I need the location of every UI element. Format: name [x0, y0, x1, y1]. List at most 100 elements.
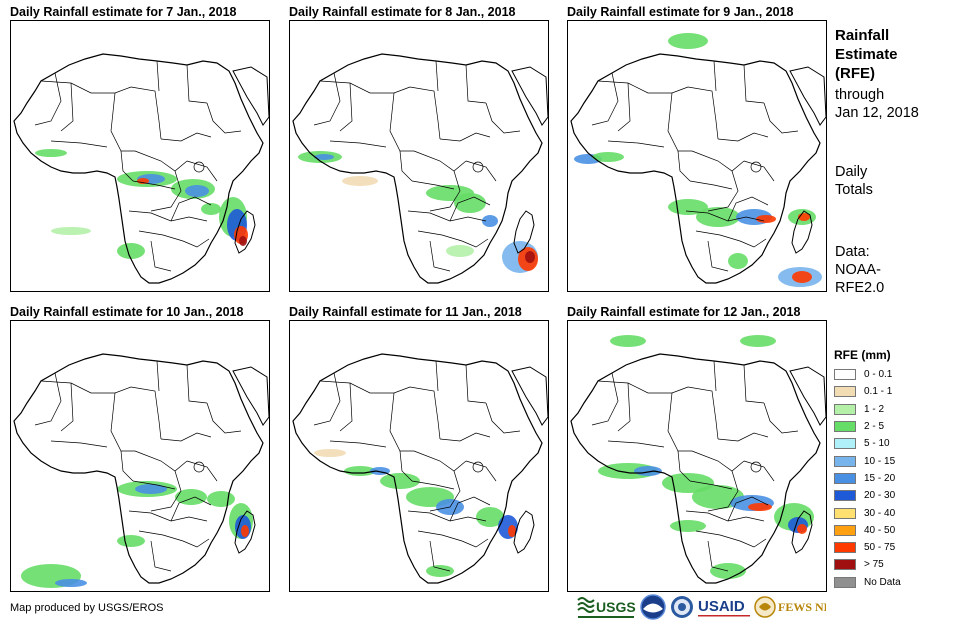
legend-item: 10 - 15	[834, 452, 901, 469]
country-border	[743, 64, 765, 104]
country-border	[138, 230, 184, 242]
panel-title: Daily Rainfall estimate for 10 Jan., 201…	[10, 305, 244, 319]
legend-swatch	[834, 524, 856, 536]
legend-label: 0 - 0.1	[864, 369, 893, 381]
africa-map-svg	[570, 335, 826, 584]
country-border	[150, 240, 172, 272]
rainfall-area	[748, 503, 772, 511]
country-border	[743, 460, 775, 482]
rainfall-area	[380, 473, 420, 489]
country-border	[465, 364, 487, 404]
legend-swatch	[834, 559, 856, 571]
country-border	[691, 150, 745, 172]
africa-coastline	[570, 353, 821, 584]
rainfall-area	[476, 507, 504, 527]
country-border	[186, 64, 208, 104]
country-border	[429, 170, 461, 212]
country-border	[417, 530, 463, 542]
rainfall-area	[51, 227, 91, 235]
country-border	[739, 238, 767, 248]
country-border	[319, 80, 411, 94]
rainfall-area	[35, 149, 67, 157]
country-border	[34, 372, 62, 426]
rainfall-area	[342, 176, 378, 186]
country-border	[150, 170, 182, 212]
lake-outline	[750, 461, 762, 473]
country-border	[156, 360, 160, 392]
sidebar-totals: Daily Totals	[835, 163, 873, 199]
usgs-logo: USGS	[577, 597, 636, 618]
africa-rainfall-map	[567, 20, 827, 292]
madagascar-outline	[791, 210, 813, 254]
rainfall-area	[207, 491, 235, 507]
fews-net-logo-text: FEWS NET	[778, 600, 826, 614]
rainfall-area	[454, 193, 486, 213]
legend-label: No Data	[864, 576, 901, 588]
country-border	[182, 238, 210, 248]
rainfall-area	[592, 152, 624, 162]
country-border	[389, 92, 414, 152]
country-border	[34, 72, 62, 126]
rainfall-area	[508, 525, 516, 537]
map-credit: Map produced by USGS/EROS	[10, 602, 164, 614]
africa-coastline	[13, 353, 264, 584]
legend-item: > 75	[834, 556, 901, 573]
rainfall-area	[185, 185, 209, 197]
country-border	[597, 380, 689, 394]
fews-net-logo: FEWS NET	[754, 596, 826, 618]
country-border	[186, 160, 218, 182]
country-border	[713, 60, 717, 92]
country-border	[170, 496, 212, 522]
legend-label: 10 - 15	[864, 455, 896, 467]
legend-swatch	[834, 438, 856, 450]
country-border	[170, 196, 212, 222]
legend-swatch	[834, 386, 856, 398]
country-border	[110, 392, 135, 452]
sidebar-through: through Jan 12, 2018	[835, 86, 919, 122]
madagascar-outline	[234, 510, 256, 554]
country-border	[329, 140, 387, 148]
country-border	[60, 382, 74, 432]
sidebar-title-line: Rainfall	[835, 27, 890, 44]
country-border	[132, 480, 176, 490]
country-border	[687, 86, 719, 140]
country-border	[667, 92, 692, 152]
country-border	[691, 450, 745, 472]
country-border	[713, 360, 717, 392]
africa-coastline	[292, 53, 543, 284]
rainfall-area	[634, 466, 662, 476]
rainfall-area	[446, 245, 474, 257]
country-border	[399, 450, 413, 482]
legend-item: 0 - 0.1	[834, 366, 901, 383]
country-border	[429, 470, 461, 512]
africa-coastline	[292, 353, 543, 584]
sidebar-title-line: (RFE)	[835, 65, 875, 82]
country-border	[134, 450, 188, 472]
country-border	[707, 240, 729, 272]
sidebar-data-source: Data: NOAA- RFE2.0	[835, 243, 884, 297]
arabian-peninsula-outline	[232, 66, 269, 126]
legend-swatch	[834, 455, 856, 467]
country-border	[411, 480, 455, 490]
country-border	[677, 150, 691, 182]
country-border	[465, 460, 497, 482]
country-border	[449, 196, 491, 222]
madagascar-outline	[513, 210, 535, 254]
rainfall-area	[668, 33, 708, 49]
country-border	[150, 470, 182, 512]
country-border	[50, 140, 108, 148]
panel-title: Daily Rainfall estimate for 8 Jan., 2018	[289, 5, 516, 19]
country-border	[186, 364, 208, 404]
legend-swatch	[834, 542, 856, 554]
country-border	[60, 82, 74, 132]
country-border	[399, 150, 413, 182]
data-source-line: Data:	[835, 244, 870, 260]
legend-swatch	[834, 576, 856, 588]
through-label: through	[835, 87, 885, 103]
lake-outline	[750, 161, 762, 173]
rainfall-area	[797, 524, 807, 534]
country-border	[389, 392, 414, 452]
country-border	[689, 180, 733, 190]
lake-outline	[193, 161, 205, 173]
panel-title: Daily Rainfall estimate for 12 Jan., 201…	[567, 305, 801, 319]
